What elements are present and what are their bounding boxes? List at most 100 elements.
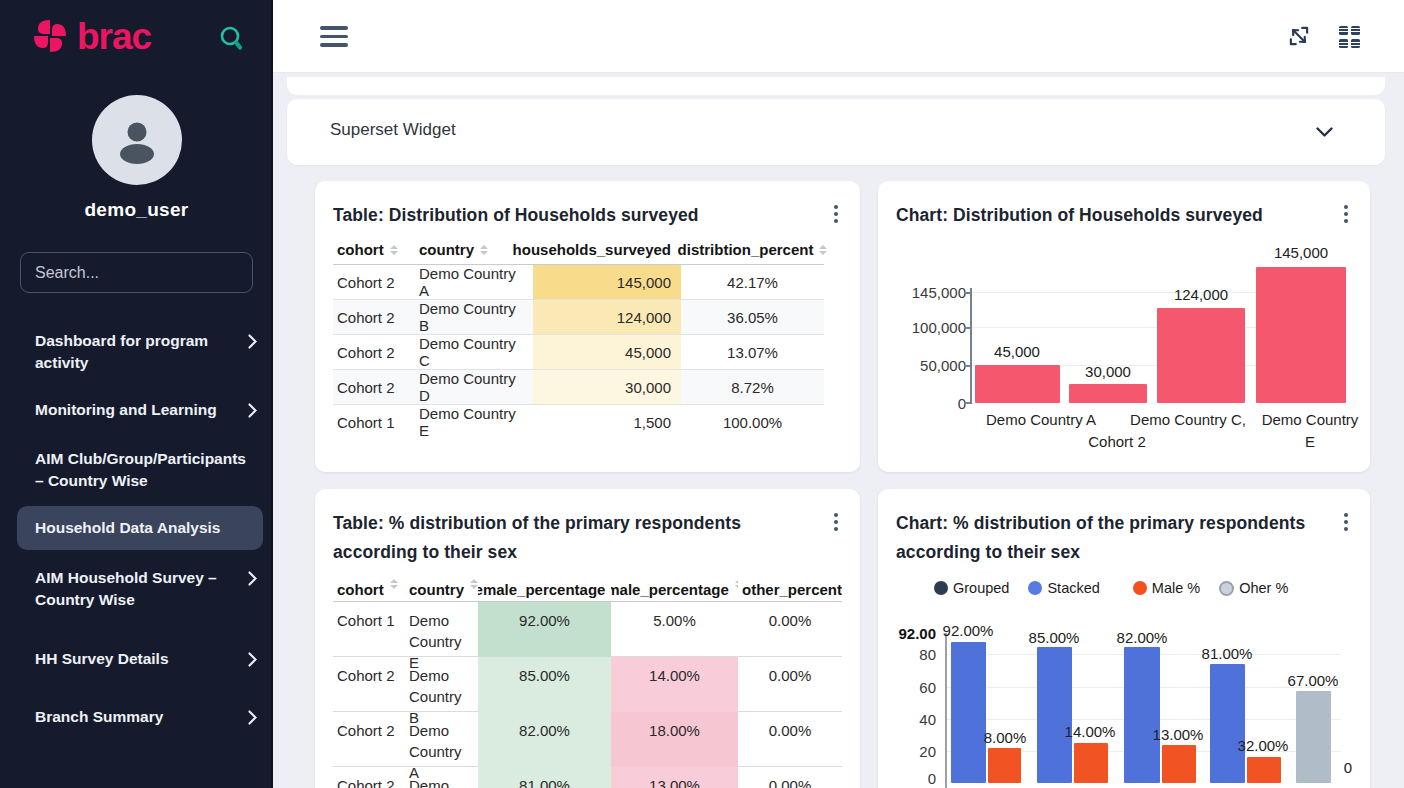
sidebar-search-input[interactable] [20,252,253,293]
topbar [273,0,1404,73]
sort-icon[interactable] [480,245,488,255]
x-axis-label: Demo Country A [966,411,1116,428]
sidebar-item-dashboard-program-activity[interactable]: Dashboard for program activity [17,330,263,374]
bar-value-label: 67.00% [1273,672,1353,689]
column-header-female-percentage[interactable]: female_percentage [478,577,611,601]
bar-orange-1[interactable] [988,748,1021,783]
bar-demo-country-c[interactable] [1157,308,1245,403]
sidebar-item-aim-household-survey[interactable]: AIM Household Survey – Country Wise [17,567,263,611]
column-header-cohort[interactable]: cohort [333,235,415,264]
axis-tick-mark [964,327,970,329]
column-header-country[interactable]: country [405,577,478,601]
chevron-down-icon[interactable] [1316,127,1333,138]
table-header-row: cohort country female_percentage male_pe… [333,577,842,602]
chevron-right-icon [248,334,257,349]
table-sex-distribution-card: Table: % distribution of the primary res… [315,489,860,788]
sort-icon[interactable] [390,579,398,589]
brac-logo-text: brac [77,18,151,55]
y-axis-tick: 145,000 [888,284,966,301]
y-axis-tick: 60 [886,679,936,696]
y-axis-tick: 0 [888,395,966,412]
bar-value-label: 124,000 [1156,286,1246,303]
bar-orange-4[interactable] [1247,757,1281,783]
search-icon[interactable] [217,24,247,54]
brac-logo[interactable]: brac [30,16,151,56]
table-row: Cohort 2 Demo Country C 45,000 13.07% [333,334,824,369]
y-axis-tick: 40 [886,711,936,728]
chevron-right-icon [248,571,257,586]
bar-value-label: 14.00% [1050,723,1130,740]
fullscreen-expand-icon[interactable] [1286,23,1312,49]
bar-blue-3[interactable] [1124,647,1160,783]
sidebar-item-aim-club-group-participants[interactable]: AIM Club/Group/Participants – Country Wi… [17,448,263,492]
country-cell: Demo [405,767,478,788]
sort-icon[interactable] [470,579,478,589]
column-header-distribtion-percent[interactable]: distribtion_percent [681,235,824,264]
bar-orange-2[interactable] [1074,743,1108,783]
bar-value-label: 30,000 [1063,363,1153,380]
superset-widget-panel: Superset Widget [287,99,1385,165]
apps-grid-icon[interactable] [1339,26,1361,48]
x-axis-label: Demo Country [1235,411,1385,428]
bar-value-label: 92.00% [928,622,1008,639]
kebab-menu-icon[interactable] [832,511,840,533]
heatmap-cell: 45,000 [533,335,681,369]
heatmap-cell: 124,000 [533,300,681,334]
axis-tick-mark [964,402,970,404]
bar-value-label: 45,000 [972,343,1062,360]
axis-tick-mark [964,365,970,367]
column-header-other-percentage[interactable]: other_percentage [738,577,842,601]
chevron-right-icon [248,652,257,667]
table-row: Cohort 1 DemoCountry E 92.00% 5.00% 0.00… [333,602,842,656]
bar-orange-3[interactable] [1162,745,1196,783]
bar-value-label: 145,000 [1256,244,1346,261]
bar-demo-country-a[interactable] [975,365,1060,403]
sort-icon[interactable] [390,245,398,255]
kebab-menu-icon[interactable] [832,203,840,225]
table-row: Cohort 2 Demo 81.00% 13.00% 0.00% [333,766,842,788]
card-title: Table: % distribution of the primary res… [333,509,741,567]
households-table: cohort country households_surveyed distr… [333,235,824,439]
sidebar-item-monitoring-learning[interactable]: Monitoring and Learning [17,399,263,421]
column-header-cohort[interactable]: cohort [333,577,405,601]
bar-blue-4[interactable] [1210,664,1245,783]
chevron-right-icon [248,403,257,418]
column-header-male-percentage[interactable]: male_percentage [611,577,738,601]
heatmap-cell: 145,000 [533,265,681,299]
table-households-surveyed-card: Table: Distribution of Households survey… [315,181,860,472]
chart-sex-distribution-card: Chart: % distribution of the primary res… [878,489,1370,788]
table-row: Cohort 2 Demo Country A 145,000 42.17% [333,265,824,299]
bar-blue-1[interactable] [951,642,986,783]
bar-value-label: 13.00% [1138,726,1218,743]
chevron-right-icon [248,710,257,725]
table-row: Cohort 2 Demo Country B 124,000 36.05% [333,299,824,334]
bar-value-label: 82.00% [1102,629,1182,646]
sidebar-item-hh-survey-details[interactable]: HH Survey Details [17,648,263,670]
bar-value-label: 0 [1333,759,1363,776]
bar-demo-country-b[interactable] [1069,384,1147,403]
x-axis-label: Cohort 2 [1042,433,1192,450]
bar-value-label: 85.00% [1014,629,1094,646]
y-axis-tick: 20 [886,743,936,760]
table-row: Cohort 2 DemoCountry B 85.00% 14.00% 0.0… [333,656,842,711]
bar-demo-country-e[interactable] [1256,267,1346,403]
sidebar-item-household-data-analysis[interactable]: Household Data Analysis [17,506,263,550]
bar-chart-households: 145,000 100,000 50,000 0 45,000 30,000 1… [878,181,1370,472]
user-icon [109,112,165,168]
bar-blue-2[interactable] [1037,647,1072,783]
card-title: Table: Distribution of Households survey… [333,201,699,230]
column-header-households-surveyed[interactable]: households_surveyed [533,235,681,264]
avatar[interactable] [92,95,182,185]
panel-title: Superset Widget [330,120,456,140]
y-axis-tick: 50,000 [888,357,966,374]
sex-distribution-table: cohort country female_percentage male_pe… [333,577,842,788]
hamburger-menu-icon[interactable] [320,26,348,47]
sidebar-item-branch-summary[interactable]: Branch Summary [17,706,263,728]
sort-icon[interactable] [819,245,827,255]
table-row: Cohort 2 DemoCountry A 82.00% 18.00% 0.0… [333,711,842,766]
sidebar: brac demo_user Dashboard for program act… [0,0,273,788]
y-axis-tick: 80 [886,646,936,663]
table-header-row: cohort country households_surveyed distr… [333,235,824,265]
heatmap-cell: 81.00% [478,767,611,788]
axis-tick-mark [964,292,970,294]
